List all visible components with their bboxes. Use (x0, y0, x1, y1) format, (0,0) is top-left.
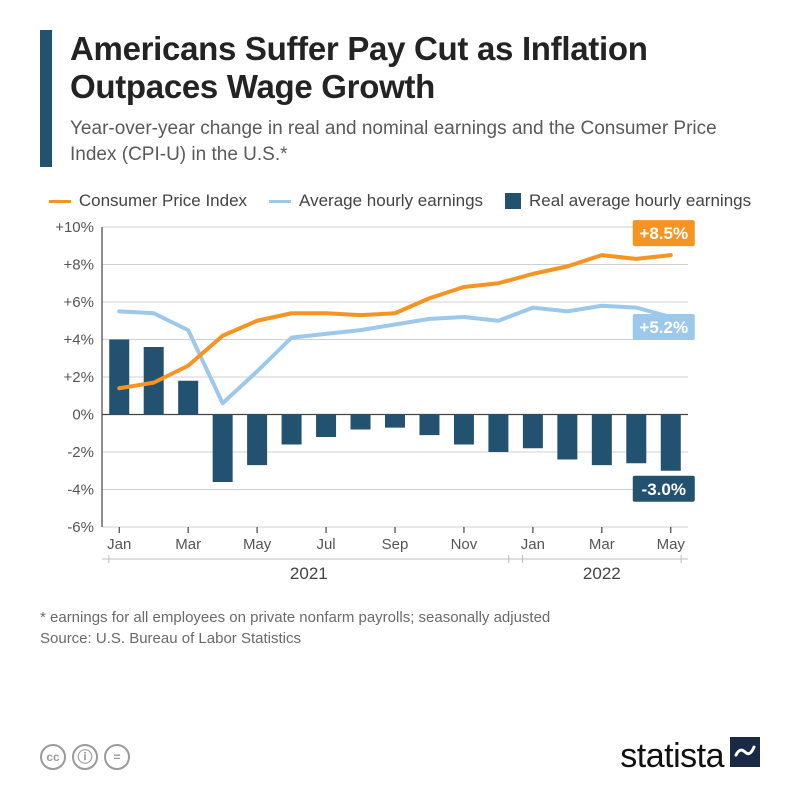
value-badge-text: -3.0% (642, 480, 686, 499)
x-tick-label: Jan (521, 536, 545, 553)
chart-subtitle: Year-over-year change in real and nomina… (70, 116, 760, 167)
real-swatch (505, 193, 521, 209)
bar-real-earnings (523, 415, 543, 449)
bar-real-earnings (178, 381, 198, 415)
brand-logo-icon (730, 737, 760, 767)
value-badge-text: +8.5% (639, 224, 688, 243)
y-tick-label: -4% (67, 482, 94, 499)
x-tick-label: Jan (107, 536, 131, 553)
y-tick-label: +6% (64, 294, 94, 311)
y-tick-label: -6% (67, 519, 94, 536)
legend-label-earnings: Average hourly earnings (299, 191, 483, 211)
bar-real-earnings (557, 415, 577, 460)
license-icons: cc ⓘ = (40, 744, 130, 770)
y-tick-label: +4% (64, 332, 94, 349)
bar-real-earnings (626, 415, 646, 464)
header: Americans Suffer Pay Cut as Inflation Ou… (0, 0, 800, 177)
bar-real-earnings (351, 415, 371, 430)
cc-icon: cc (40, 744, 66, 770)
y-tick-label: -2% (67, 444, 94, 461)
bar-real-earnings (385, 415, 405, 428)
bar-real-earnings (488, 415, 508, 453)
footnote: * earnings for all employees on private … (0, 597, 800, 649)
x-tick-label: May (657, 536, 686, 553)
nd-icon: = (104, 744, 130, 770)
legend: Consumer Price Index Average hourly earn… (0, 177, 800, 217)
y-tick-label: +2% (64, 369, 94, 386)
by-icon: ⓘ (72, 744, 98, 770)
chart-area: -6% -4% -2% 0% +2% +4% +6% +8% +10% Jan Mar May Jul S… (0, 217, 800, 597)
title-block: Americans Suffer Pay Cut as Inflation Ou… (70, 30, 760, 167)
year-label: 2022 (583, 564, 621, 583)
bar-real-earnings (247, 415, 267, 466)
x-tick-label: Jul (316, 536, 335, 553)
bar-real-earnings (282, 415, 302, 445)
chart-title: Americans Suffer Pay Cut as Inflation Ou… (70, 30, 760, 106)
y-tick-label: 0% (72, 407, 94, 424)
legend-label-cpi: Consumer Price Index (79, 191, 247, 211)
legend-label-real: Real average hourly earnings (529, 191, 751, 211)
legend-item-cpi: Consumer Price Index (49, 191, 247, 211)
y-tick-label: +10% (55, 219, 94, 236)
brand-text: statista (620, 737, 724, 776)
bar-real-earnings (592, 415, 612, 466)
line-cpi (119, 255, 671, 388)
bar-real-earnings (109, 340, 129, 415)
brand: statista (620, 737, 760, 776)
footnote-source: Source: U.S. Bureau of Labor Statistics (40, 628, 760, 649)
value-badge-text: +5.2% (639, 318, 688, 337)
x-tick-label: Nov (451, 536, 478, 553)
y-tick-label: +8% (64, 257, 94, 274)
chart-svg: -6% -4% -2% 0% +2% +4% +6% +8% +10% Jan Mar May Jul S… (40, 217, 760, 597)
footer: cc ⓘ = statista (0, 723, 800, 800)
x-tick-label: Mar (589, 536, 615, 553)
bar-real-earnings (454, 415, 474, 445)
x-tick-label: May (243, 536, 272, 553)
year-label: 2021 (290, 564, 328, 583)
bar-real-earnings (661, 415, 681, 471)
accent-bar (40, 30, 52, 167)
legend-item-real: Real average hourly earnings (505, 191, 751, 211)
x-tick-label: Sep (382, 536, 409, 553)
footnote-line1: * earnings for all employees on private … (40, 607, 760, 628)
x-tick-label: Mar (175, 536, 201, 553)
cpi-swatch (49, 200, 71, 203)
bar-real-earnings (316, 415, 336, 438)
earnings-swatch (269, 200, 291, 203)
bar-real-earnings (419, 415, 439, 436)
legend-item-earnings: Average hourly earnings (269, 191, 483, 211)
bar-real-earnings (213, 415, 233, 483)
